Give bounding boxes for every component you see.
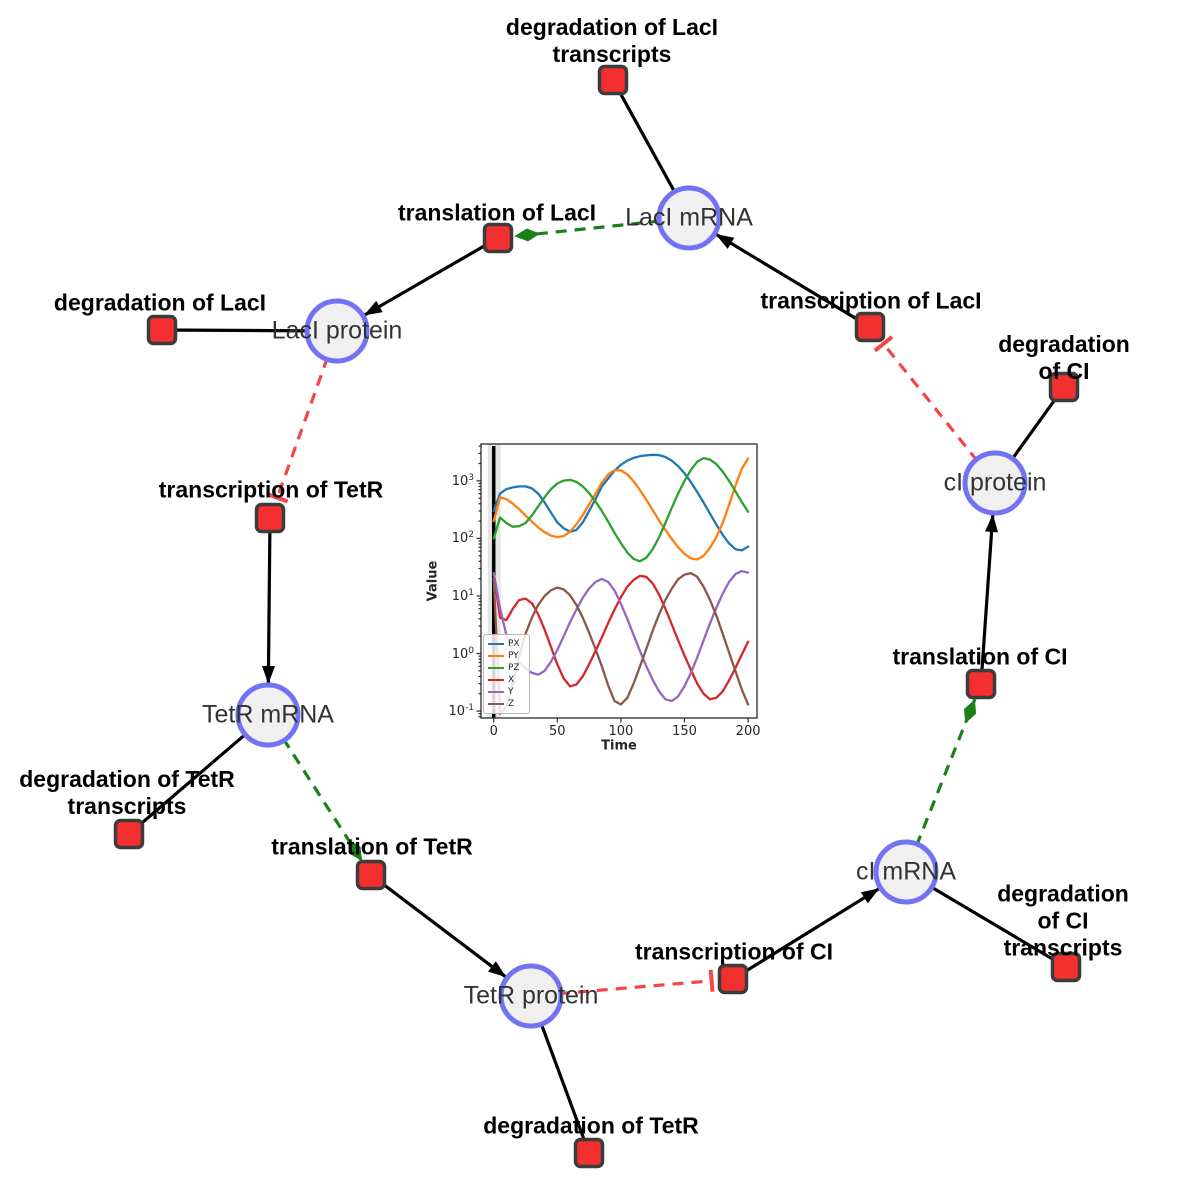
edge-transl_ci-ci_protein-production bbox=[979, 513, 999, 685]
modifier-arrowhead-icon bbox=[514, 228, 541, 242]
y-tick-label: 10-1 bbox=[448, 702, 474, 720]
reaction-node-deg_ci[interactable] bbox=[1048, 371, 1080, 403]
legend-label: X bbox=[508, 674, 515, 685]
arrowhead-icon bbox=[985, 513, 999, 533]
legend-label: PX bbox=[508, 638, 520, 649]
reaction-node-deg_laci_tx[interactable] bbox=[597, 64, 629, 96]
chart-series-Z bbox=[492, 571, 750, 715]
reaction-node-transl_laci[interactable] bbox=[482, 222, 514, 254]
edge-tetr_mrna-deg_tetr_tx-consumption bbox=[127, 731, 248, 836]
chart-ylabel: Value bbox=[425, 560, 441, 602]
x-tick-label: 50 bbox=[549, 724, 566, 739]
arrowhead-icon bbox=[261, 665, 275, 685]
legend-label: PZ bbox=[508, 662, 520, 673]
legend-label: Y bbox=[508, 686, 514, 697]
reaction-node-tc_ci[interactable] bbox=[717, 963, 749, 995]
chart-series-PY bbox=[492, 457, 750, 561]
edge-laci_protein-deg_laci-consumption bbox=[161, 328, 310, 333]
reaction-node-tc_tetr[interactable] bbox=[254, 502, 286, 534]
edge-laci_protein-tc_tetr-inhibition bbox=[266, 356, 330, 504]
edges-layer bbox=[127, 79, 1067, 1154]
chart-legend: PX PY PZ X Y Z bbox=[483, 634, 530, 714]
legend-line-icon bbox=[488, 655, 504, 657]
arrowhead-icon bbox=[363, 300, 383, 316]
legend-entry-Y: Y bbox=[488, 686, 527, 698]
arrowhead-icon bbox=[860, 888, 880, 904]
nodes-layer bbox=[113, 64, 1082, 1169]
reaction-node-deg_ci_tx[interactable] bbox=[1050, 951, 1082, 983]
edge-transl_laci-laci_protein-production bbox=[363, 236, 499, 317]
chart-series-Y bbox=[492, 569, 750, 703]
edge-ci_protein-tc_laci-inhibition bbox=[873, 335, 979, 463]
reaction-node-deg_tetr[interactable] bbox=[573, 1137, 605, 1169]
x-tick-label: 0 bbox=[489, 724, 498, 739]
reaction-node-deg_tetr_tx[interactable] bbox=[113, 818, 145, 850]
edge-transl_tetr-tetr_protein-production bbox=[370, 873, 508, 979]
y-tick-label: 103 bbox=[451, 472, 474, 489]
edge-tetr_protein-tc_ci-inhibition bbox=[558, 969, 715, 996]
species-node-laci_protein[interactable] bbox=[304, 298, 370, 364]
y-tick-label: 100 bbox=[451, 645, 474, 662]
tick-marks bbox=[476, 445, 749, 723]
species-node-ci_mrna[interactable] bbox=[873, 839, 939, 905]
legend-entry-X: X bbox=[488, 674, 527, 686]
edge-ci_mrna-deg_ci_tx-consumption bbox=[929, 884, 1067, 969]
chart-xlabel: Time bbox=[601, 738, 637, 754]
species-node-tetr_mrna[interactable] bbox=[235, 682, 301, 748]
x-tick-label: 200 bbox=[735, 724, 761, 739]
reaction-node-transl_ci[interactable] bbox=[965, 668, 997, 700]
y-tick-label: 101 bbox=[451, 587, 474, 605]
edge-tc_tetr-tetr_mrna-production bbox=[261, 517, 275, 685]
edge-tetr_protein-deg_tetr-consumption bbox=[539, 1021, 591, 1154]
x-tick-label: 100 bbox=[608, 724, 634, 739]
legend-line-icon bbox=[488, 643, 504, 645]
chart-series-layer bbox=[492, 453, 750, 715]
x-tick-label: 150 bbox=[672, 724, 697, 739]
edge-tc_laci-laci_mrna-production bbox=[714, 232, 871, 329]
legend-label: PY bbox=[508, 650, 519, 661]
chart-series-PX bbox=[492, 453, 750, 552]
inhibition-bar-icon bbox=[873, 335, 894, 353]
legend-line-icon bbox=[488, 691, 504, 693]
legend-entry-PY: PY bbox=[488, 650, 527, 662]
chart-series-PZ bbox=[492, 456, 750, 563]
reaction-node-transl_tetr[interactable] bbox=[355, 859, 387, 891]
reaction-node-deg_laci[interactable] bbox=[146, 314, 178, 346]
center-plot bbox=[476, 443, 758, 723]
edge-tetr_mrna-transl_tetr-modifier bbox=[281, 737, 364, 862]
species-node-ci_protein[interactable] bbox=[962, 450, 1028, 516]
species-node-laci_mrna[interactable] bbox=[656, 185, 722, 251]
legend-line-icon bbox=[488, 679, 504, 681]
edge-tc_ci-ci_mrna-production bbox=[732, 886, 881, 981]
chart-series-X bbox=[492, 571, 750, 701]
modifier-arrowhead-icon bbox=[347, 839, 363, 862]
plot-frame bbox=[480, 443, 758, 719]
species-node-tetr_protein[interactable] bbox=[498, 963, 564, 1029]
reaction-node-tc_laci[interactable] bbox=[854, 311, 886, 343]
legend-label: Z bbox=[508, 698, 515, 709]
legend-entry-PX: PX bbox=[488, 638, 527, 650]
y-tick-label: 102 bbox=[451, 530, 474, 547]
edge-laci_mrna-transl_laci-modifier bbox=[514, 219, 662, 242]
legend-entry-Z: Z bbox=[488, 698, 527, 710]
inhibition-bar-icon bbox=[266, 492, 289, 504]
arrowhead-icon bbox=[487, 961, 507, 978]
inhibition-bar-icon bbox=[708, 969, 715, 992]
edge-laci_mrna-deg_laci_tx-consumption bbox=[611, 79, 677, 195]
arrowhead-icon bbox=[715, 233, 735, 249]
legend-line-icon bbox=[488, 703, 504, 705]
modifier-arrowhead-icon bbox=[964, 699, 977, 724]
legend-line-icon bbox=[488, 667, 504, 669]
legend-entry-PZ: PZ bbox=[488, 662, 527, 674]
edge-ci_mrna-transl_ci-modifier bbox=[914, 698, 977, 847]
